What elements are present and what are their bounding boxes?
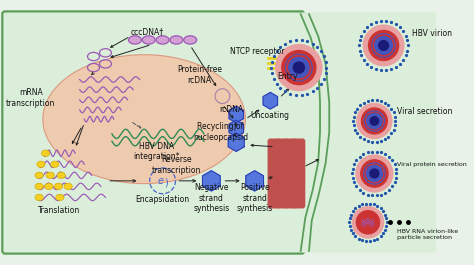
Circle shape <box>361 160 388 187</box>
Text: Translation: Translation <box>38 206 81 215</box>
Text: Recycling of
nucleopcapsid: Recycling of nucleopcapsid <box>193 122 248 142</box>
Circle shape <box>357 104 392 139</box>
Ellipse shape <box>43 55 246 184</box>
Ellipse shape <box>170 36 183 44</box>
Polygon shape <box>229 106 244 123</box>
Text: Reverse
transcription: Reverse transcription <box>152 156 201 175</box>
FancyBboxPatch shape <box>2 11 304 254</box>
Circle shape <box>366 165 383 182</box>
Text: Entry: Entry <box>278 72 298 81</box>
Ellipse shape <box>35 183 43 189</box>
Ellipse shape <box>56 194 64 201</box>
Text: Protein-free
rcDNA: Protein-free rcDNA <box>177 65 222 85</box>
Ellipse shape <box>128 36 141 44</box>
Ellipse shape <box>45 183 53 189</box>
Ellipse shape <box>156 36 169 44</box>
Text: ): ) <box>164 178 168 188</box>
FancyBboxPatch shape <box>267 139 281 209</box>
FancyBboxPatch shape <box>301 12 436 253</box>
FancyBboxPatch shape <box>276 139 289 209</box>
Text: HBV RNA virion-like
particle secretion: HBV RNA virion-like particle secretion <box>397 229 458 240</box>
Ellipse shape <box>57 172 65 179</box>
Ellipse shape <box>51 161 59 167</box>
Text: Negative
strand
synthesis: Negative strand synthesis <box>193 183 229 213</box>
Polygon shape <box>263 92 277 109</box>
Ellipse shape <box>41 150 50 156</box>
Circle shape <box>362 108 387 134</box>
Text: Viral secretion: Viral secretion <box>397 107 453 116</box>
Ellipse shape <box>184 36 197 44</box>
Text: cccDNA†: cccDNA† <box>130 27 164 36</box>
Text: mRNA
transcription: mRNA transcription <box>6 88 55 108</box>
Circle shape <box>293 62 304 73</box>
Ellipse shape <box>37 161 45 167</box>
Ellipse shape <box>142 36 155 44</box>
Text: Viral protein secretion: Viral protein secretion <box>397 162 467 167</box>
Circle shape <box>374 37 392 54</box>
Polygon shape <box>202 171 220 191</box>
Polygon shape <box>246 171 264 191</box>
Text: rcDNA: rcDNA <box>219 104 244 113</box>
Polygon shape <box>229 120 244 137</box>
Ellipse shape <box>64 183 73 189</box>
Text: NTCP receptor: NTCP receptor <box>230 47 285 56</box>
Text: HBV virion: HBV virion <box>412 29 452 38</box>
Circle shape <box>369 30 399 60</box>
FancyBboxPatch shape <box>284 139 297 209</box>
Text: e: e <box>158 176 164 186</box>
Circle shape <box>367 113 382 129</box>
Ellipse shape <box>55 183 63 189</box>
Text: Encapsidation: Encapsidation <box>136 195 190 204</box>
Circle shape <box>379 41 389 50</box>
Text: Uncoating: Uncoating <box>251 111 290 120</box>
Circle shape <box>364 25 404 66</box>
Ellipse shape <box>35 194 43 201</box>
Circle shape <box>276 45 322 91</box>
Circle shape <box>370 117 379 125</box>
Text: Positive
strand
synthesis: Positive strand synthesis <box>237 183 273 213</box>
FancyBboxPatch shape <box>292 139 305 209</box>
Circle shape <box>356 211 380 234</box>
Ellipse shape <box>35 172 43 179</box>
Text: HBV DNA
integration*: HBV DNA integration* <box>133 142 179 161</box>
Circle shape <box>289 58 309 78</box>
Polygon shape <box>228 133 244 151</box>
Circle shape <box>356 155 393 192</box>
Circle shape <box>352 207 383 238</box>
Circle shape <box>282 51 316 85</box>
Ellipse shape <box>46 172 55 179</box>
Circle shape <box>370 169 379 178</box>
